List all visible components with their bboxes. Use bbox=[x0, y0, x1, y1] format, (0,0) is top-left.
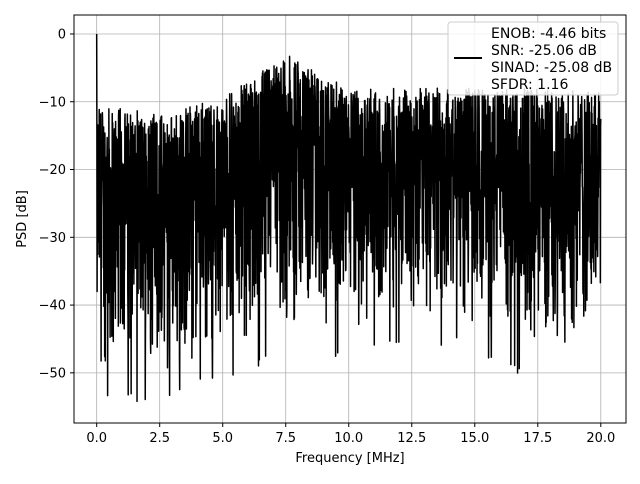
x-tick-label: 2.5 bbox=[149, 431, 170, 446]
x-tick-label: 17.5 bbox=[523, 431, 552, 446]
x-tick-label: 15.0 bbox=[460, 431, 489, 446]
psd-series-line bbox=[95, 33, 602, 403]
y-ticks: 0 −10 −20 −30 −40 −50 bbox=[39, 27, 74, 381]
y-tick-label: −10 bbox=[39, 95, 66, 110]
y-tick-label: −40 bbox=[39, 299, 66, 314]
legend-line-snr: SNR: -25.06 dB bbox=[491, 43, 597, 59]
y-axis-label: PSD [dB] bbox=[15, 190, 30, 248]
x-axis-label: Frequency [MHz] bbox=[295, 451, 404, 466]
legend-line-sinad: SINAD: -25.08 dB bbox=[491, 60, 612, 76]
y-tick-label: −30 bbox=[39, 231, 66, 246]
x-tick-label: 10.0 bbox=[334, 431, 363, 446]
axes-frame bbox=[73, 14, 627, 424]
legend-line-enob: ENOB: -4.46 bits bbox=[491, 26, 606, 42]
x-tick-label: 5.0 bbox=[212, 431, 233, 446]
legend-line-sfdr: SFDR: 1.16 bbox=[491, 77, 568, 93]
legend: ENOB: -4.46 bits SNR: -25.06 dB SINAD: -… bbox=[447, 21, 619, 96]
x-tick-label: 12.5 bbox=[397, 431, 426, 446]
x-tick-label: 20.0 bbox=[586, 431, 615, 446]
x-tick-label: 0.0 bbox=[86, 431, 107, 446]
legend-box bbox=[447, 21, 619, 96]
y-tick-label: −20 bbox=[39, 163, 66, 178]
x-tick-label: 7.5 bbox=[275, 431, 296, 446]
y-tick-label: 0 bbox=[58, 27, 66, 42]
x-ticks: 0.0 2.5 5.0 7.5 10.0 12.5 15.0 17.5 20.0 bbox=[86, 423, 615, 446]
plot-lines bbox=[95, 33, 602, 403]
y-tick-label: −50 bbox=[39, 366, 66, 381]
